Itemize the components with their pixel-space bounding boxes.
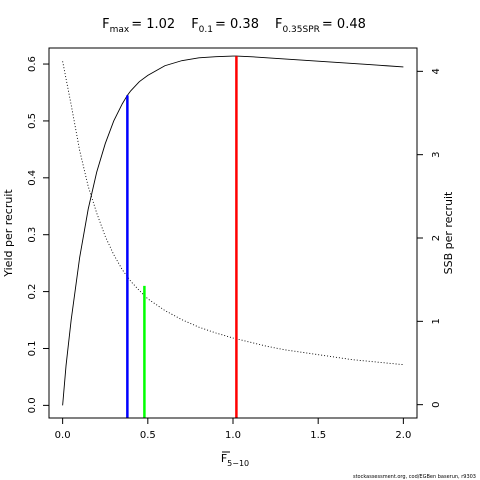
y-tick-label-0: 0.0 [27,397,38,413]
y-tick-label-1: 0.1 [27,341,38,357]
y2-tick-label-2: 2 [431,235,442,241]
x-axis-label: F5−10 [221,452,249,468]
y2-tick-label-1: 1 [431,318,442,324]
title-term-1: F [191,17,198,32]
y-tick-label-2: 0.2 [27,284,38,300]
title-term-value-1: = 0.38 [215,17,259,32]
title-term-2: F [275,17,282,32]
y2-tick-label-3: 3 [431,151,442,157]
y2-axis-label: SSB per recruit [442,191,455,274]
axes: 0.0 0.5 1.0 1.5 2.0 0.0 0.1 0.2 0.3 0.4 0.5 0.6 0 1 2 3… [27,56,442,441]
plot-content [62,55,404,418]
y2-tick-label-4: 4 [431,68,442,74]
y-axis-label: Yield per recruit [2,189,15,278]
x-tick-label-0: 0.0 [55,430,71,441]
footer-note: stockassessment.org, cod/EGBen baserun, … [353,474,476,480]
x-axis-label-sub: 5−10 [227,459,249,468]
x-axis-label-main: F [221,452,227,465]
title-term-0: F [102,17,109,32]
title-term-value-0: = 1.02 [131,17,175,32]
y-tick-label-4: 0.4 [27,170,38,186]
x-tick-label-3: 1.5 [310,430,326,441]
title-term-sub-0: max [110,25,130,35]
x-tick-label-2: 1.0 [225,430,241,441]
y-tick-label-6: 0.6 [27,56,38,72]
y-tick-label-5: 0.5 [27,113,38,129]
title-term-value-2: = 0.48 [322,17,366,32]
title-term-sub-1: 0.1 [199,25,213,35]
x-tick-label-1: 0.5 [140,430,156,441]
y-tick-label-3: 0.3 [27,227,38,243]
y2-tick-label-0: 0 [431,401,442,407]
title-term-sub-2: 0.35SPR [282,25,319,35]
yield-per-recruit-curve [62,55,404,406]
x-tick-label-4: 2.0 [395,430,411,441]
chart-title: Fmax = 1.02 F0.1 = 0.38 F0.35SPR = 0.48 [102,17,366,35]
